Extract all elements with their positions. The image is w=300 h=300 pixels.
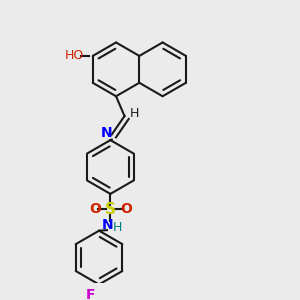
Text: N: N — [101, 126, 112, 140]
Text: S: S — [105, 202, 116, 217]
Text: O: O — [120, 202, 132, 217]
Text: H: H — [130, 107, 139, 120]
Text: N: N — [102, 218, 113, 232]
Text: H: H — [113, 221, 122, 234]
Text: HO: HO — [65, 50, 84, 62]
Text: O: O — [89, 202, 101, 217]
Text: F: F — [86, 288, 95, 300]
